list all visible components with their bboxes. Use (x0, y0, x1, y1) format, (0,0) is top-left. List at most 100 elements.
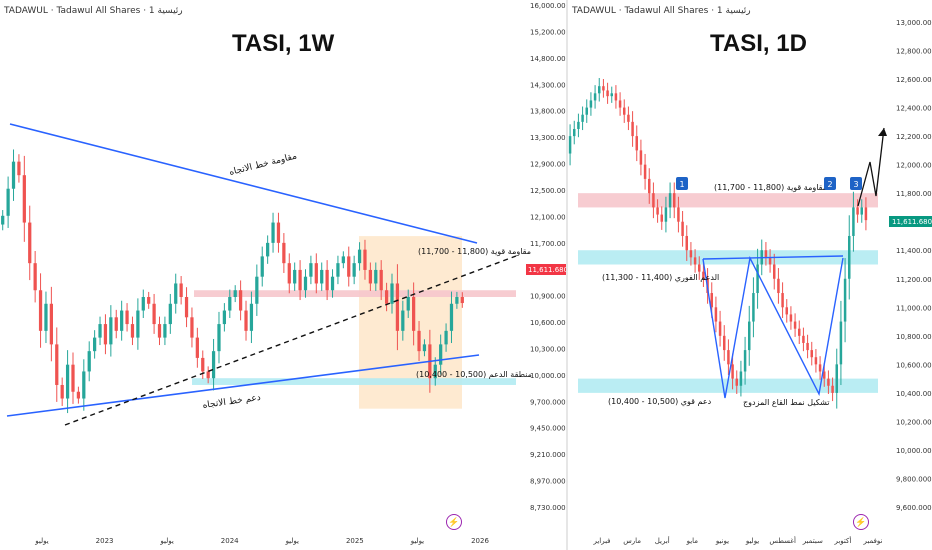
weekly-candle (282, 242, 286, 264)
weekly-candle (439, 344, 443, 365)
label-trend-resistance: مقاومة خط الاتجاه (228, 151, 298, 178)
lightning-icon[interactable]: ⚡ (853, 514, 869, 530)
daily-candle (714, 307, 718, 322)
daily-candle (864, 207, 868, 221)
y-tick-label: 13,800.000 (530, 108, 566, 116)
daily-candle (764, 250, 768, 258)
daily-candle (610, 93, 613, 97)
daily-candle (860, 207, 863, 215)
y-tick-label: 8,970.000 (530, 478, 566, 486)
daily-candle (831, 385, 834, 393)
label-strong-resistance: مقاومة قوية (11,800 - 11,700) (418, 247, 531, 256)
daily-candle (710, 293, 713, 308)
y-tick-label: 9,450.000 (530, 425, 566, 433)
weekly-candle (87, 351, 91, 372)
weekly-candle (363, 249, 367, 270)
daily-candle (789, 314, 793, 322)
y-tick-label: 12,800.000 (896, 48, 932, 56)
y-tick-label: 10,000.000 (896, 447, 932, 455)
y-tick-label: 12,000.000 (896, 162, 932, 170)
weekly-candle (249, 303, 254, 331)
weekly-candle (49, 303, 53, 345)
weekly-candle (125, 310, 129, 325)
y-tick-label: 9,700.000 (530, 398, 566, 406)
x-tick-label: أكتوبر (833, 536, 851, 545)
label-support-zone: منطقة الدعم (10,500 - 10,400) (416, 370, 532, 379)
weekly-candle (233, 290, 237, 298)
lightning-icon[interactable]: ⚡ (446, 514, 462, 530)
weekly-candle (244, 310, 248, 331)
pattern-badge-label: 1 (679, 180, 684, 189)
weekly-candle (303, 276, 308, 291)
daily-candle (648, 178, 651, 194)
y-tick-label: 11,400.000 (896, 247, 932, 255)
daily-candle (593, 93, 597, 101)
y-tick-label: 10,800.000 (896, 333, 932, 341)
weekly-candle (44, 303, 48, 331)
y-tick-label: 9,210.000 (530, 451, 566, 459)
weekly-candle (449, 303, 454, 331)
x-tick-label: سبتمبر (802, 537, 823, 545)
x-tick-label: يوليو (745, 537, 759, 545)
daily-candle (627, 114, 630, 122)
weekly-candle (460, 297, 464, 304)
daily-candle (802, 335, 805, 343)
y-tick-label: 11,000.000 (896, 304, 932, 312)
daily-candle (727, 350, 730, 365)
daily-chart-panel: TADAWUL · Tadawul All Shares · 1 رئيسية … (568, 0, 932, 550)
weekly-candle (33, 263, 37, 291)
daily-candle (781, 293, 784, 308)
symbol-header: TADAWUL · Tadawul All Shares · 1 رئيسية (4, 6, 183, 16)
weekly-candle (28, 222, 32, 264)
daily-candle (598, 86, 601, 94)
x-tick-label: فبراير (592, 537, 610, 545)
price-tag-label: 11,611.680 (892, 218, 932, 226)
weekly-candle (433, 364, 437, 379)
weekly-candle (141, 297, 145, 311)
daily-candle (568, 136, 572, 154)
weekly-candle (93, 337, 97, 352)
weekly-candle (147, 297, 151, 304)
resistance-zone (194, 290, 516, 298)
weekly-candle (352, 263, 356, 277)
daily-candle (848, 235, 851, 279)
weekly-candle (412, 297, 416, 331)
daily-candle (602, 86, 605, 91)
weekly-candle (195, 337, 199, 358)
weekly-candle (184, 297, 189, 318)
x-tick-label: يوليو (285, 537, 299, 545)
daily-candle (818, 364, 822, 372)
pattern-badge (850, 177, 862, 190)
trend-resistance-line (9, 123, 478, 244)
chart-title: TASI, 1W (232, 30, 335, 57)
y-tick-label: 12,100.000 (530, 213, 566, 221)
weekly-candle (357, 249, 362, 264)
weekly-candle (179, 283, 183, 298)
daily-candle (606, 90, 609, 97)
daily-candle (577, 121, 580, 129)
pattern-badge (676, 177, 688, 190)
x-tick-label: يوليو (410, 537, 424, 545)
weekly-candle (120, 310, 124, 331)
weekly-candle (314, 263, 318, 284)
label-immediate-support: الدعم الفوري (11,400 - 11,300) (602, 273, 719, 282)
daily-candle (693, 257, 697, 265)
weekly-candle (11, 161, 16, 189)
x-tick-label: أبريل (655, 536, 670, 545)
weekly-candle (260, 256, 264, 277)
x-tick-label: يوليو (34, 537, 48, 545)
daily-candle (668, 193, 672, 208)
weekly-candle (114, 317, 118, 331)
weekly-candle (109, 317, 113, 345)
pattern-badge (824, 177, 836, 190)
daily-candle (631, 121, 634, 137)
weekly-candle (336, 263, 340, 277)
weekly-candle (444, 330, 448, 345)
daily-candle (660, 214, 663, 222)
daily-candle (827, 378, 830, 386)
daily-candle (823, 371, 826, 379)
y-tick-label: 9,600.000 (896, 504, 932, 512)
label-strong-support: دعم قوي (10,500 - 10,400) (608, 397, 712, 406)
projection-line (857, 127, 885, 207)
weekly-candle (60, 384, 64, 399)
